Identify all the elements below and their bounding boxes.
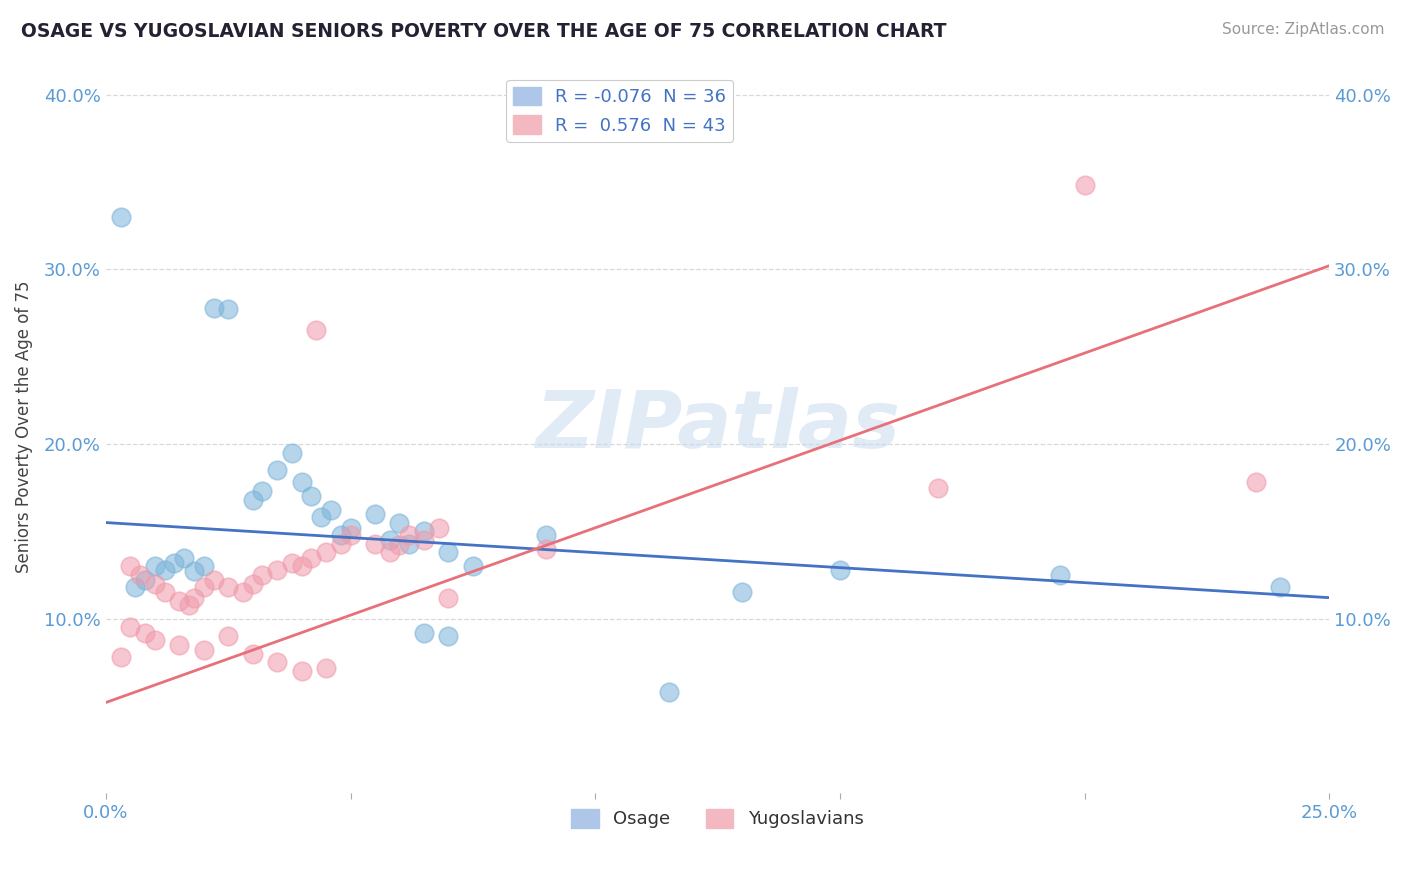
Point <box>329 536 352 550</box>
Point <box>319 503 342 517</box>
Point <box>291 475 314 490</box>
Point <box>378 533 401 547</box>
Point <box>413 533 436 547</box>
Point <box>153 563 176 577</box>
Point <box>658 685 681 699</box>
Point <box>202 301 225 315</box>
Point <box>461 559 484 574</box>
Point <box>299 550 322 565</box>
Point <box>427 521 450 535</box>
Point <box>252 484 274 499</box>
Point <box>242 576 264 591</box>
Point <box>134 625 156 640</box>
Text: ZIPatlas: ZIPatlas <box>536 387 900 466</box>
Y-axis label: Seniors Poverty Over the Age of 75: Seniors Poverty Over the Age of 75 <box>15 280 32 573</box>
Point <box>731 585 754 599</box>
Point <box>299 489 322 503</box>
Point <box>177 598 200 612</box>
Point <box>437 629 460 643</box>
Point <box>143 632 166 647</box>
Point <box>388 516 411 530</box>
Point <box>437 591 460 605</box>
Point <box>167 594 190 608</box>
Point <box>1270 580 1292 594</box>
Point <box>134 573 156 587</box>
Point <box>193 643 215 657</box>
Point <box>398 528 420 542</box>
Point <box>291 664 314 678</box>
Point <box>266 563 288 577</box>
Point <box>364 507 387 521</box>
Point <box>364 536 387 550</box>
Point <box>183 565 205 579</box>
Point <box>143 559 166 574</box>
Point <box>305 323 328 337</box>
Point <box>183 591 205 605</box>
Point <box>120 559 142 574</box>
Point <box>398 536 420 550</box>
Point <box>437 545 460 559</box>
Point <box>202 573 225 587</box>
Point <box>266 656 288 670</box>
Point <box>252 568 274 582</box>
Point <box>1244 475 1267 490</box>
Text: OSAGE VS YUGOSLAVIAN SENIORS POVERTY OVER THE AGE OF 75 CORRELATION CHART: OSAGE VS YUGOSLAVIAN SENIORS POVERTY OVE… <box>21 22 946 41</box>
Point <box>110 210 132 224</box>
Point <box>413 625 436 640</box>
Point <box>242 647 264 661</box>
Legend: Osage, Yugoslavians: Osage, Yugoslavians <box>564 802 870 836</box>
Text: Source: ZipAtlas.com: Source: ZipAtlas.com <box>1222 22 1385 37</box>
Point <box>110 650 132 665</box>
Point <box>143 576 166 591</box>
Point <box>927 481 949 495</box>
Point <box>828 563 851 577</box>
Point <box>315 545 337 559</box>
Point <box>413 524 436 539</box>
Point <box>217 302 239 317</box>
Point <box>1049 568 1071 582</box>
Point <box>378 545 401 559</box>
Point <box>339 521 361 535</box>
Point <box>193 559 215 574</box>
Point <box>153 585 176 599</box>
Point <box>242 492 264 507</box>
Point <box>163 556 186 570</box>
Point <box>173 550 195 565</box>
Point <box>217 580 239 594</box>
Point <box>266 463 288 477</box>
Point <box>291 559 314 574</box>
Point <box>167 638 190 652</box>
Point <box>217 629 239 643</box>
Point <box>124 580 146 594</box>
Point <box>232 585 254 599</box>
Point <box>309 510 332 524</box>
Point <box>1073 178 1095 193</box>
Point <box>536 528 558 542</box>
Point <box>536 541 558 556</box>
Point <box>315 660 337 674</box>
Point <box>120 620 142 634</box>
Point <box>281 445 304 459</box>
Point <box>339 528 361 542</box>
Point <box>193 580 215 594</box>
Point <box>129 568 152 582</box>
Point <box>281 556 304 570</box>
Point <box>388 538 411 552</box>
Point <box>329 528 352 542</box>
